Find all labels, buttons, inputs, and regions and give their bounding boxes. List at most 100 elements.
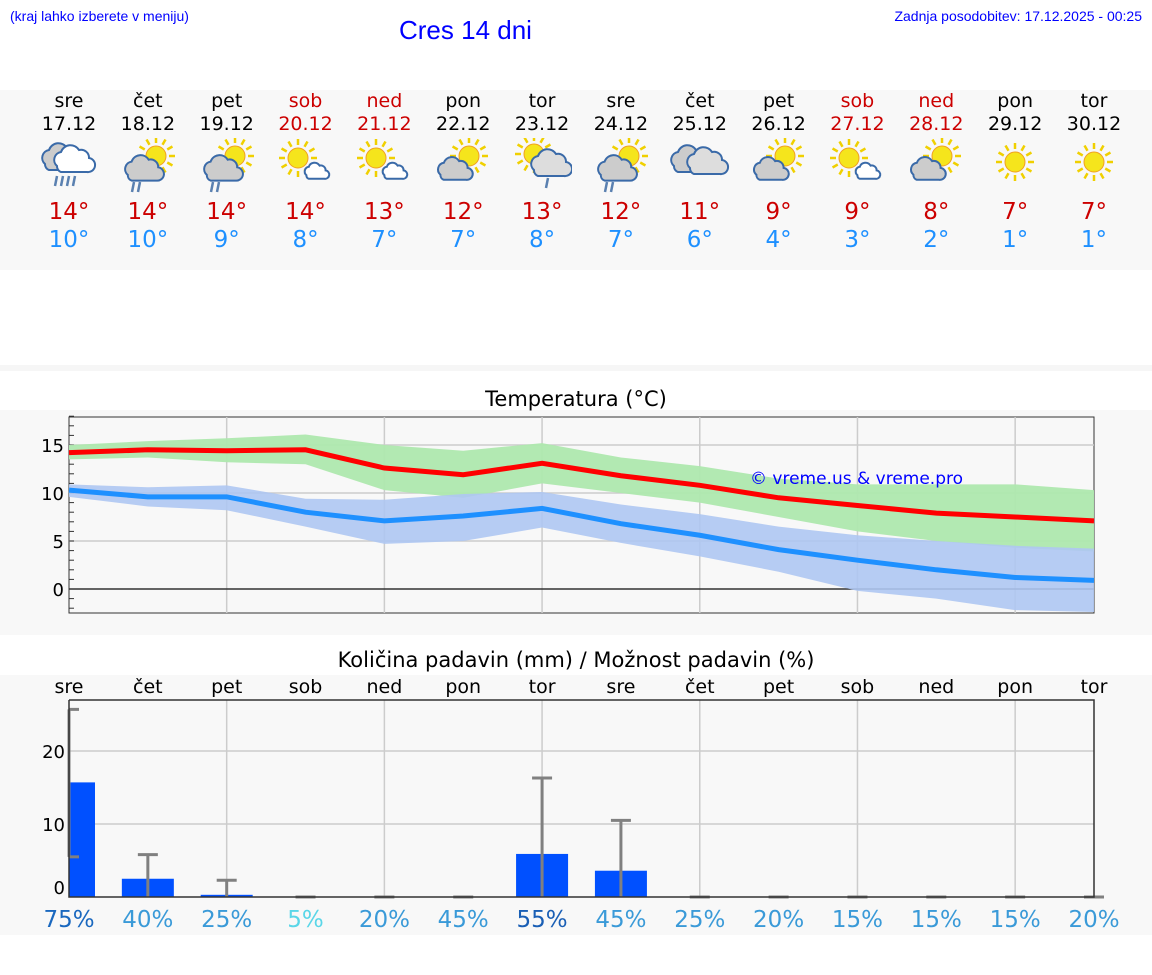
- x-day-label: sre: [55, 676, 84, 698]
- min-temp: 2°: [923, 227, 950, 253]
- min-temp-line: [68, 487, 1095, 583]
- x-day-label: tor: [529, 676, 556, 698]
- max-temp: 9°: [844, 199, 871, 225]
- precip-probability: 15%: [911, 907, 962, 933]
- max-temp: 13°: [521, 199, 563, 225]
- day-name: čet: [133, 90, 163, 112]
- day-name: ned: [918, 90, 955, 112]
- sun-cloud-rain-icon: [581, 136, 661, 196]
- day-date: 26.12: [751, 113, 806, 135]
- precip-probability: 25%: [674, 907, 725, 933]
- x-day-label: sob: [289, 676, 323, 698]
- day-date: 29.12: [987, 113, 1043, 135]
- x-day-label: pon: [997, 676, 1033, 698]
- forecast-day: sob 27.12 9° 3°: [817, 90, 897, 254]
- sun-cloud-rain-icon: [108, 136, 188, 196]
- min-temp: 7°: [450, 227, 477, 253]
- forecast-day: tor 23.12 13° 8°: [502, 90, 582, 254]
- watermark: © vreme.us & vreme.pro: [750, 469, 963, 489]
- forecast-day: sob 20.12 14° 8°: [266, 90, 346, 254]
- y-tick-label: 0: [53, 580, 64, 601]
- y-tick-label: 20: [42, 742, 65, 763]
- x-day-label: sob: [841, 676, 875, 698]
- sun-cloud-drizzle-icon: [502, 136, 582, 196]
- x-day-label: čet: [685, 676, 715, 698]
- precip-probability: 15%: [832, 907, 883, 933]
- last-update: Zadnja posodobitev: 17.12.2025 - 00:25: [894, 8, 1142, 24]
- cloudy-icon: [660, 136, 740, 196]
- y-tick-label: 0: [54, 878, 65, 899]
- forecast-day: pon 22.12 12° 7°: [423, 90, 503, 254]
- max-temp: 12°: [442, 199, 484, 225]
- max-temp: 14°: [48, 199, 90, 225]
- y-tick-label: 10: [41, 484, 64, 505]
- max-temp: 13°: [363, 199, 405, 225]
- precip-probability: 20%: [753, 907, 804, 933]
- temperature-chart-title: Temperatura (°C): [485, 387, 667, 411]
- min-temp: 10°: [48, 227, 90, 253]
- day-name: sob: [840, 90, 875, 112]
- max-temp: 9°: [765, 199, 792, 225]
- day-name: pet: [211, 90, 243, 112]
- sun-small-cloud-icon: [344, 136, 424, 196]
- x-day-label: tor: [1081, 676, 1108, 698]
- sun-icon: [975, 136, 1055, 196]
- forecast-day: ned 21.12 13° 7°: [344, 90, 424, 254]
- min-temp: 8°: [528, 227, 556, 253]
- day-name: čet: [684, 90, 715, 112]
- day-date: 24.12: [593, 113, 649, 135]
- min-temp: 7°: [607, 227, 634, 253]
- precip-probability: 15%: [990, 907, 1041, 933]
- precip-probability: 20%: [1068, 907, 1119, 933]
- day-date: 17.12: [41, 113, 97, 135]
- partly-cloudy-icon: [739, 136, 819, 196]
- min-temp: 6°: [686, 227, 713, 253]
- daily-forecast-strip: sre 17.12 14° 10° čet 18.12 14° 10° pet 19…: [0, 90, 1152, 270]
- y-tick-label: 5: [53, 532, 64, 553]
- x-day-label: ned: [918, 676, 954, 698]
- min-temp: 7°: [371, 227, 398, 253]
- precip-probability: 45%: [438, 907, 489, 933]
- sun-small-cloud-icon: [266, 136, 346, 196]
- sun-cloud-rain-icon: [187, 136, 267, 196]
- x-day-label: pon: [445, 676, 481, 698]
- max-temp-band: [69, 434, 1094, 552]
- forecast-day: sre 24.12 12° 7°: [581, 90, 661, 254]
- divider: [0, 365, 1152, 371]
- sun-small-cloud-icon: [817, 136, 897, 196]
- forecast-day: čet 18.12 14° 10°: [108, 90, 188, 254]
- max-temp: 7°: [1080, 199, 1108, 225]
- day-name: pon: [445, 90, 482, 112]
- x-day-label: pet: [211, 676, 242, 698]
- day-name: sre: [606, 90, 636, 112]
- day-date: 18.12: [120, 113, 176, 135]
- min-temp: 8°: [292, 227, 319, 253]
- x-day-label: sre: [606, 676, 635, 698]
- max-temp: 14°: [285, 199, 326, 225]
- day-date: 28.12: [909, 113, 964, 135]
- day-name: tor: [1080, 90, 1108, 112]
- max-temp-line: [68, 447, 1095, 524]
- precip-probability: 55%: [517, 907, 568, 933]
- precip-probability: 25%: [201, 907, 252, 933]
- max-temp: 8°: [923, 199, 950, 225]
- day-date: 19.12: [199, 113, 254, 135]
- precip-probability: 5%: [287, 907, 324, 933]
- forecast-day: tor 30.12 7° 1°: [1054, 90, 1134, 254]
- partly-cloudy-icon: [423, 136, 503, 196]
- day-name: ned: [366, 90, 403, 112]
- x-day-label: čet: [133, 676, 163, 698]
- max-temp: 14°: [206, 199, 248, 225]
- rain-cloud-icon: [29, 136, 109, 196]
- day-date: 20.12: [278, 113, 333, 135]
- forecast-day: sre 17.12 14° 10°: [29, 90, 109, 254]
- x-day-label: pet: [763, 676, 794, 698]
- forecast-day: pet 19.12 14° 9°: [187, 90, 267, 254]
- forecast-day: pon 29.12 7° 1°: [975, 90, 1055, 254]
- precip-probability: 20%: [359, 907, 410, 933]
- partly-cloudy-icon: [896, 136, 976, 196]
- day-name: tor: [528, 90, 556, 112]
- precip-probability: 40%: [122, 907, 173, 933]
